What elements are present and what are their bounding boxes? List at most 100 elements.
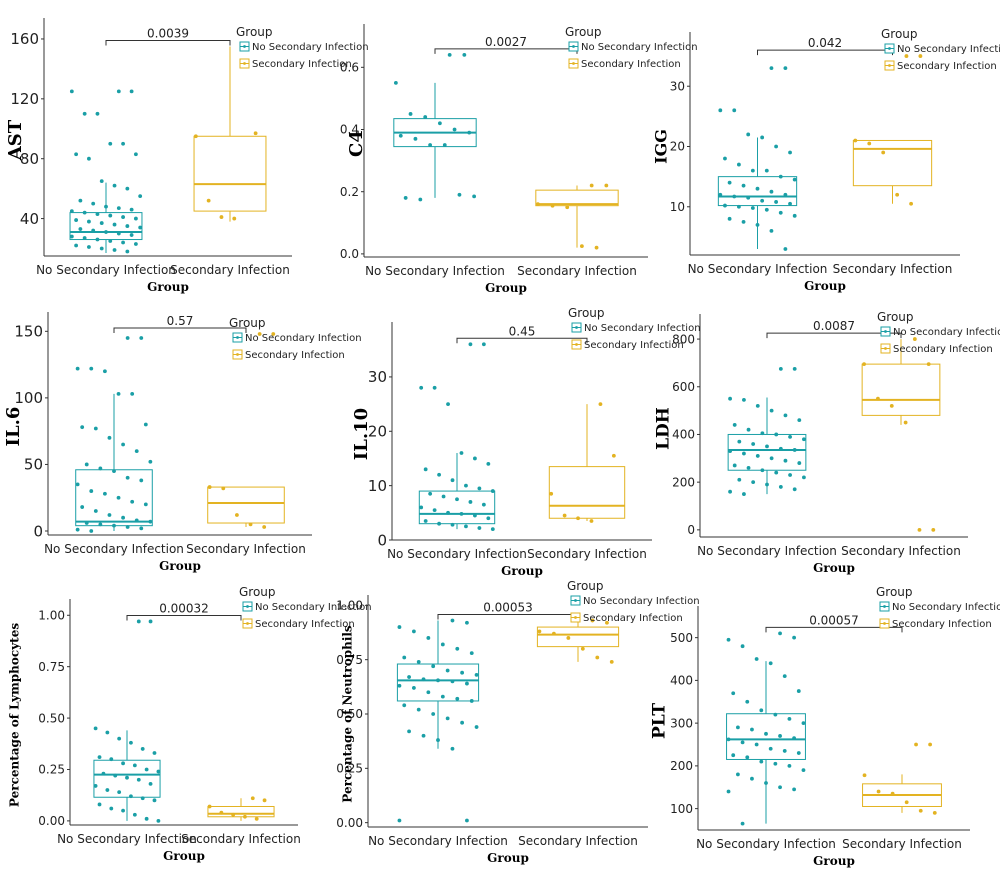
data-point: [431, 664, 436, 669]
data-point: [99, 179, 104, 184]
data-point: [75, 482, 80, 487]
data-point: [74, 152, 79, 157]
x-category-label: Secondary Infection: [181, 832, 301, 846]
data-point: [537, 629, 542, 634]
data-point: [468, 342, 473, 347]
box-iqr: [193, 135, 267, 212]
data-point: [437, 472, 441, 477]
legend-infection-key-point: [884, 347, 887, 350]
data-point: [113, 773, 118, 778]
data-point: [723, 203, 727, 208]
data-point: [262, 798, 267, 803]
data-point: [788, 201, 792, 206]
data-point: [769, 408, 774, 413]
data-point: [755, 454, 760, 458]
data-point: [745, 699, 750, 704]
y-tick-label: 0.2: [340, 185, 359, 199]
y-tick-label: 400: [670, 674, 693, 688]
data-point: [792, 635, 797, 640]
data-point: [411, 686, 416, 690]
data-point: [783, 458, 788, 463]
data-point: [117, 790, 122, 795]
data-point: [140, 747, 145, 751]
chart-panel-7: 0.00 0.25 0.50 0.75 1.00 Percentage of Lympho…: [8, 585, 372, 863]
data-point: [455, 696, 460, 701]
box-iqr: [418, 490, 496, 525]
data-point: [778, 366, 783, 371]
data-point: [116, 89, 121, 94]
data-point: [590, 618, 595, 623]
data-point: [740, 821, 745, 826]
legend-infection-key-point: [575, 343, 578, 346]
legend-no-infection-key-point: [883, 605, 886, 608]
data-point: [105, 730, 110, 735]
data-point: [101, 771, 106, 776]
data-point: [450, 679, 455, 684]
x-axis-title: Group: [813, 854, 855, 868]
data-point: [82, 111, 87, 116]
box-iqr: [396, 663, 480, 702]
significance-bracket: [434, 48, 578, 54]
y-tick-label: 0.50: [336, 707, 363, 721]
box-iqr: [536, 626, 620, 648]
data-point: [881, 150, 886, 155]
chart-panel-9: 100 200 300 400 500 PLT No Secondary Infection…: [650, 585, 1000, 868]
data-point: [551, 631, 556, 636]
legend-no-infection-key-point: [243, 45, 246, 48]
data-point: [74, 243, 79, 248]
y-tick-label: 600: [672, 380, 695, 394]
data-point: [104, 204, 108, 209]
data-point: [867, 141, 872, 146]
data-point: [783, 66, 788, 71]
data-point: [116, 495, 121, 500]
data-point: [760, 431, 765, 436]
data-point: [116, 206, 121, 211]
data-point: [792, 787, 797, 792]
data-point: [782, 749, 787, 753]
data-point: [144, 816, 149, 821]
data-point: [486, 516, 491, 521]
data-point: [408, 112, 413, 116]
data-point: [723, 156, 727, 161]
legend-title: Group: [877, 310, 914, 324]
x-category-label: Secondary Infection: [841, 544, 961, 558]
legend-item-infection: Secondary Infection: [583, 613, 683, 624]
data-point: [109, 806, 114, 811]
data-point: [156, 818, 161, 823]
p-value-label: 0.042: [808, 36, 842, 50]
data-point: [75, 366, 80, 371]
data-point: [116, 231, 121, 236]
box-iqr: [207, 805, 275, 818]
data-point: [909, 201, 913, 206]
data-point: [769, 189, 774, 194]
data-point: [125, 336, 130, 340]
data-point: [121, 240, 125, 245]
data-point: [481, 342, 486, 347]
data-point: [445, 668, 450, 673]
y-tick-label: 50: [24, 456, 43, 474]
data-point: [853, 138, 858, 143]
y-tick-label: 40: [20, 210, 39, 228]
legend-no-infection-key-point: [236, 336, 239, 339]
legend-title: Group: [881, 27, 918, 41]
legend-no-infection-key-point: [884, 330, 887, 333]
legend-item-infection: Secondary Infection: [245, 350, 345, 361]
data-point: [595, 655, 600, 660]
data-point: [450, 746, 455, 751]
data-point: [423, 115, 428, 119]
data-point: [765, 444, 769, 449]
data-point: [535, 202, 540, 207]
y-tick-label: 120: [10, 90, 39, 108]
y-tick-label: 20: [368, 423, 387, 441]
data-point: [426, 636, 431, 640]
data-point: [801, 721, 806, 726]
data-point: [78, 198, 83, 203]
data-point: [421, 733, 426, 738]
data-point: [732, 194, 737, 199]
data-point: [407, 729, 411, 734]
data-point: [232, 216, 237, 221]
legend-title: Group: [229, 316, 266, 330]
x-category-label: No Secondary Infection: [365, 264, 505, 278]
data-point: [231, 812, 236, 817]
